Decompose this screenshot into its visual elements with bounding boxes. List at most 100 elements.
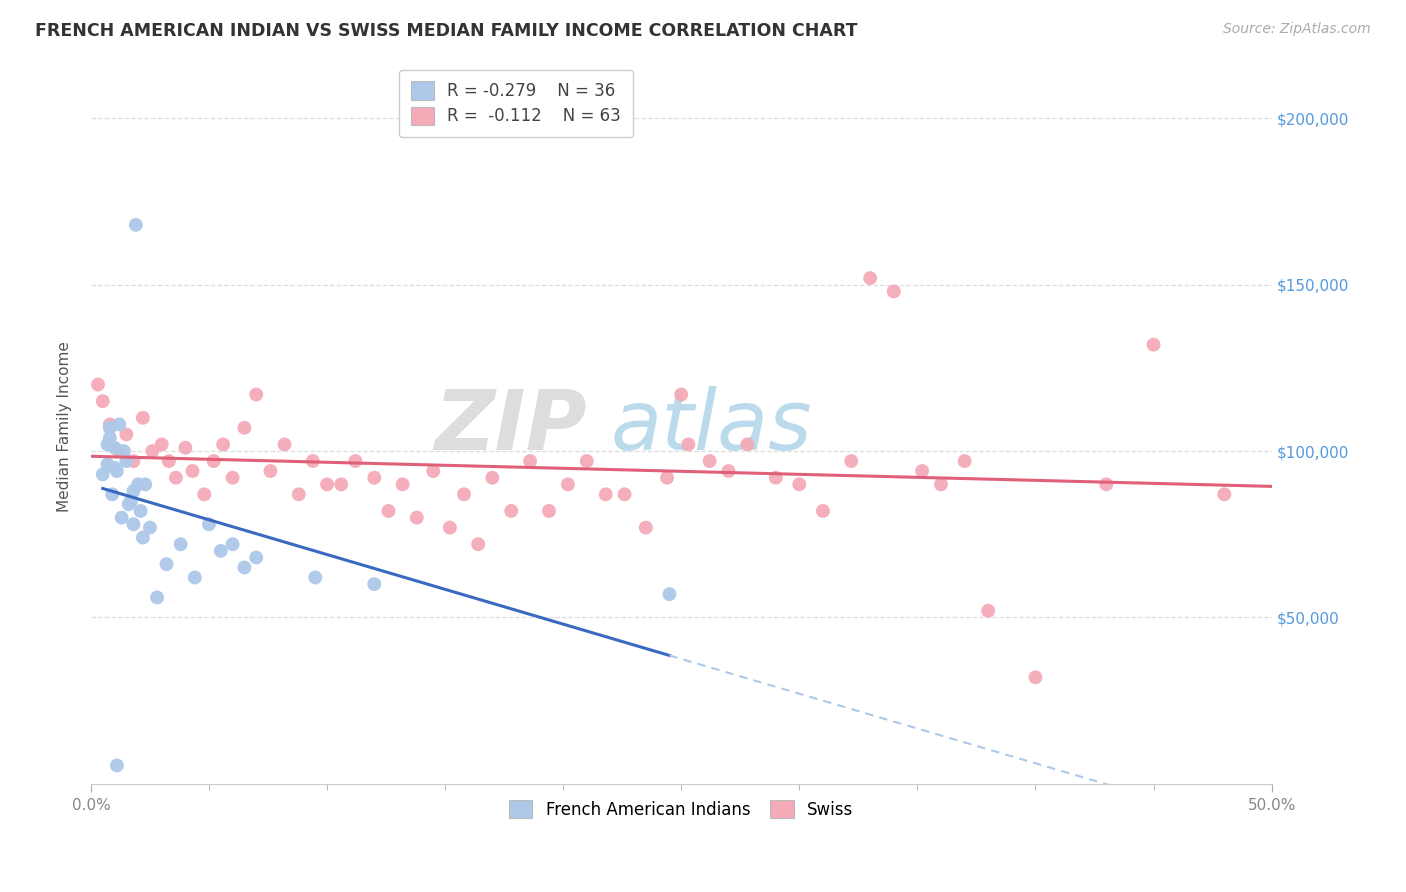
Point (221, 537, 243, 551)
Point (181, 464, 204, 478)
Point (363, 577, 385, 591)
Point (911, 464, 934, 478)
Point (91, 394, 114, 409)
Point (193, 487, 215, 501)
Text: Source: ZipAtlas.com: Source: ZipAtlas.com (1223, 22, 1371, 37)
Point (259, 464, 281, 478)
Point (127, 477, 149, 491)
Point (344, 454, 367, 468)
Text: ZIP: ZIP (434, 385, 586, 467)
Point (115, 454, 138, 468)
Point (125, 218, 148, 232)
Point (883, 285, 905, 299)
Point (977, 604, 1000, 618)
Point (101, 487, 124, 501)
Point (174, 441, 197, 455)
Point (169, 537, 191, 551)
Point (453, 487, 475, 501)
Y-axis label: Median Family Income: Median Family Income (58, 341, 72, 512)
Point (717, 464, 740, 478)
Point (122, 483, 145, 498)
Point (129, 504, 152, 518)
Point (120, 494, 142, 508)
Point (481, 471, 503, 485)
Point (245, 387, 267, 401)
Point (115, 427, 138, 442)
Point (165, 471, 187, 485)
Point (678, 437, 700, 451)
Point (839, 454, 862, 468)
Point (111, 510, 134, 524)
Point (655, 471, 678, 485)
Point (537, 504, 560, 518)
Point (811, 504, 834, 518)
Point (245, 550, 267, 565)
Point (273, 437, 295, 451)
Point (316, 477, 339, 491)
Point (330, 477, 353, 491)
Point (613, 487, 636, 501)
Point (233, 560, 256, 574)
Point (737, 437, 759, 451)
Point (118, 497, 141, 511)
Point (557, 477, 579, 491)
Point (98, 431, 121, 445)
Point (103, 460, 125, 475)
Point (96, 437, 118, 451)
Point (87, 377, 110, 392)
Point (132, 410, 155, 425)
Point (391, 477, 413, 491)
Text: FRENCH AMERICAN INDIAN VS SWISS MEDIAN FAMILY INCOME CORRELATION CHART: FRENCH AMERICAN INDIAN VS SWISS MEDIAN F… (35, 22, 858, 40)
Point (519, 454, 541, 468)
Point (302, 454, 325, 468)
Point (405, 510, 427, 524)
Point (184, 570, 207, 584)
Point (141, 444, 163, 458)
Point (859, 271, 882, 285)
Point (134, 477, 156, 491)
Point (1213, 487, 1236, 501)
Point (467, 537, 489, 551)
Point (122, 517, 145, 532)
Point (501, 504, 523, 518)
Point (105, 464, 128, 478)
Point (108, 444, 131, 458)
Point (1095, 477, 1118, 491)
Point (212, 437, 235, 451)
Point (929, 477, 952, 491)
Point (658, 587, 681, 601)
Point (122, 454, 145, 468)
Point (699, 454, 721, 468)
Point (671, 387, 693, 401)
Text: atlas: atlas (610, 385, 813, 467)
Point (157, 454, 180, 468)
Point (377, 504, 399, 518)
Point (198, 517, 221, 532)
Point (363, 471, 385, 485)
Point (953, 454, 976, 468)
Point (304, 570, 326, 584)
Point (233, 421, 256, 435)
Point (132, 531, 155, 545)
Point (634, 520, 657, 534)
Point (98, 421, 121, 435)
Legend: French American Indians, Swiss: French American Indians, Swiss (502, 794, 860, 825)
Point (98, 417, 121, 432)
Point (202, 454, 225, 468)
Point (105, 758, 128, 772)
Point (1024, 670, 1046, 684)
Point (112, 444, 135, 458)
Point (287, 487, 309, 501)
Point (155, 557, 177, 571)
Point (575, 454, 598, 468)
Point (108, 417, 131, 432)
Point (209, 544, 232, 558)
Point (146, 591, 169, 605)
Point (422, 464, 444, 478)
Point (595, 487, 617, 501)
Point (103, 441, 125, 455)
Point (91, 467, 114, 482)
Point (765, 471, 787, 485)
Point (139, 520, 162, 534)
Point (439, 520, 461, 534)
